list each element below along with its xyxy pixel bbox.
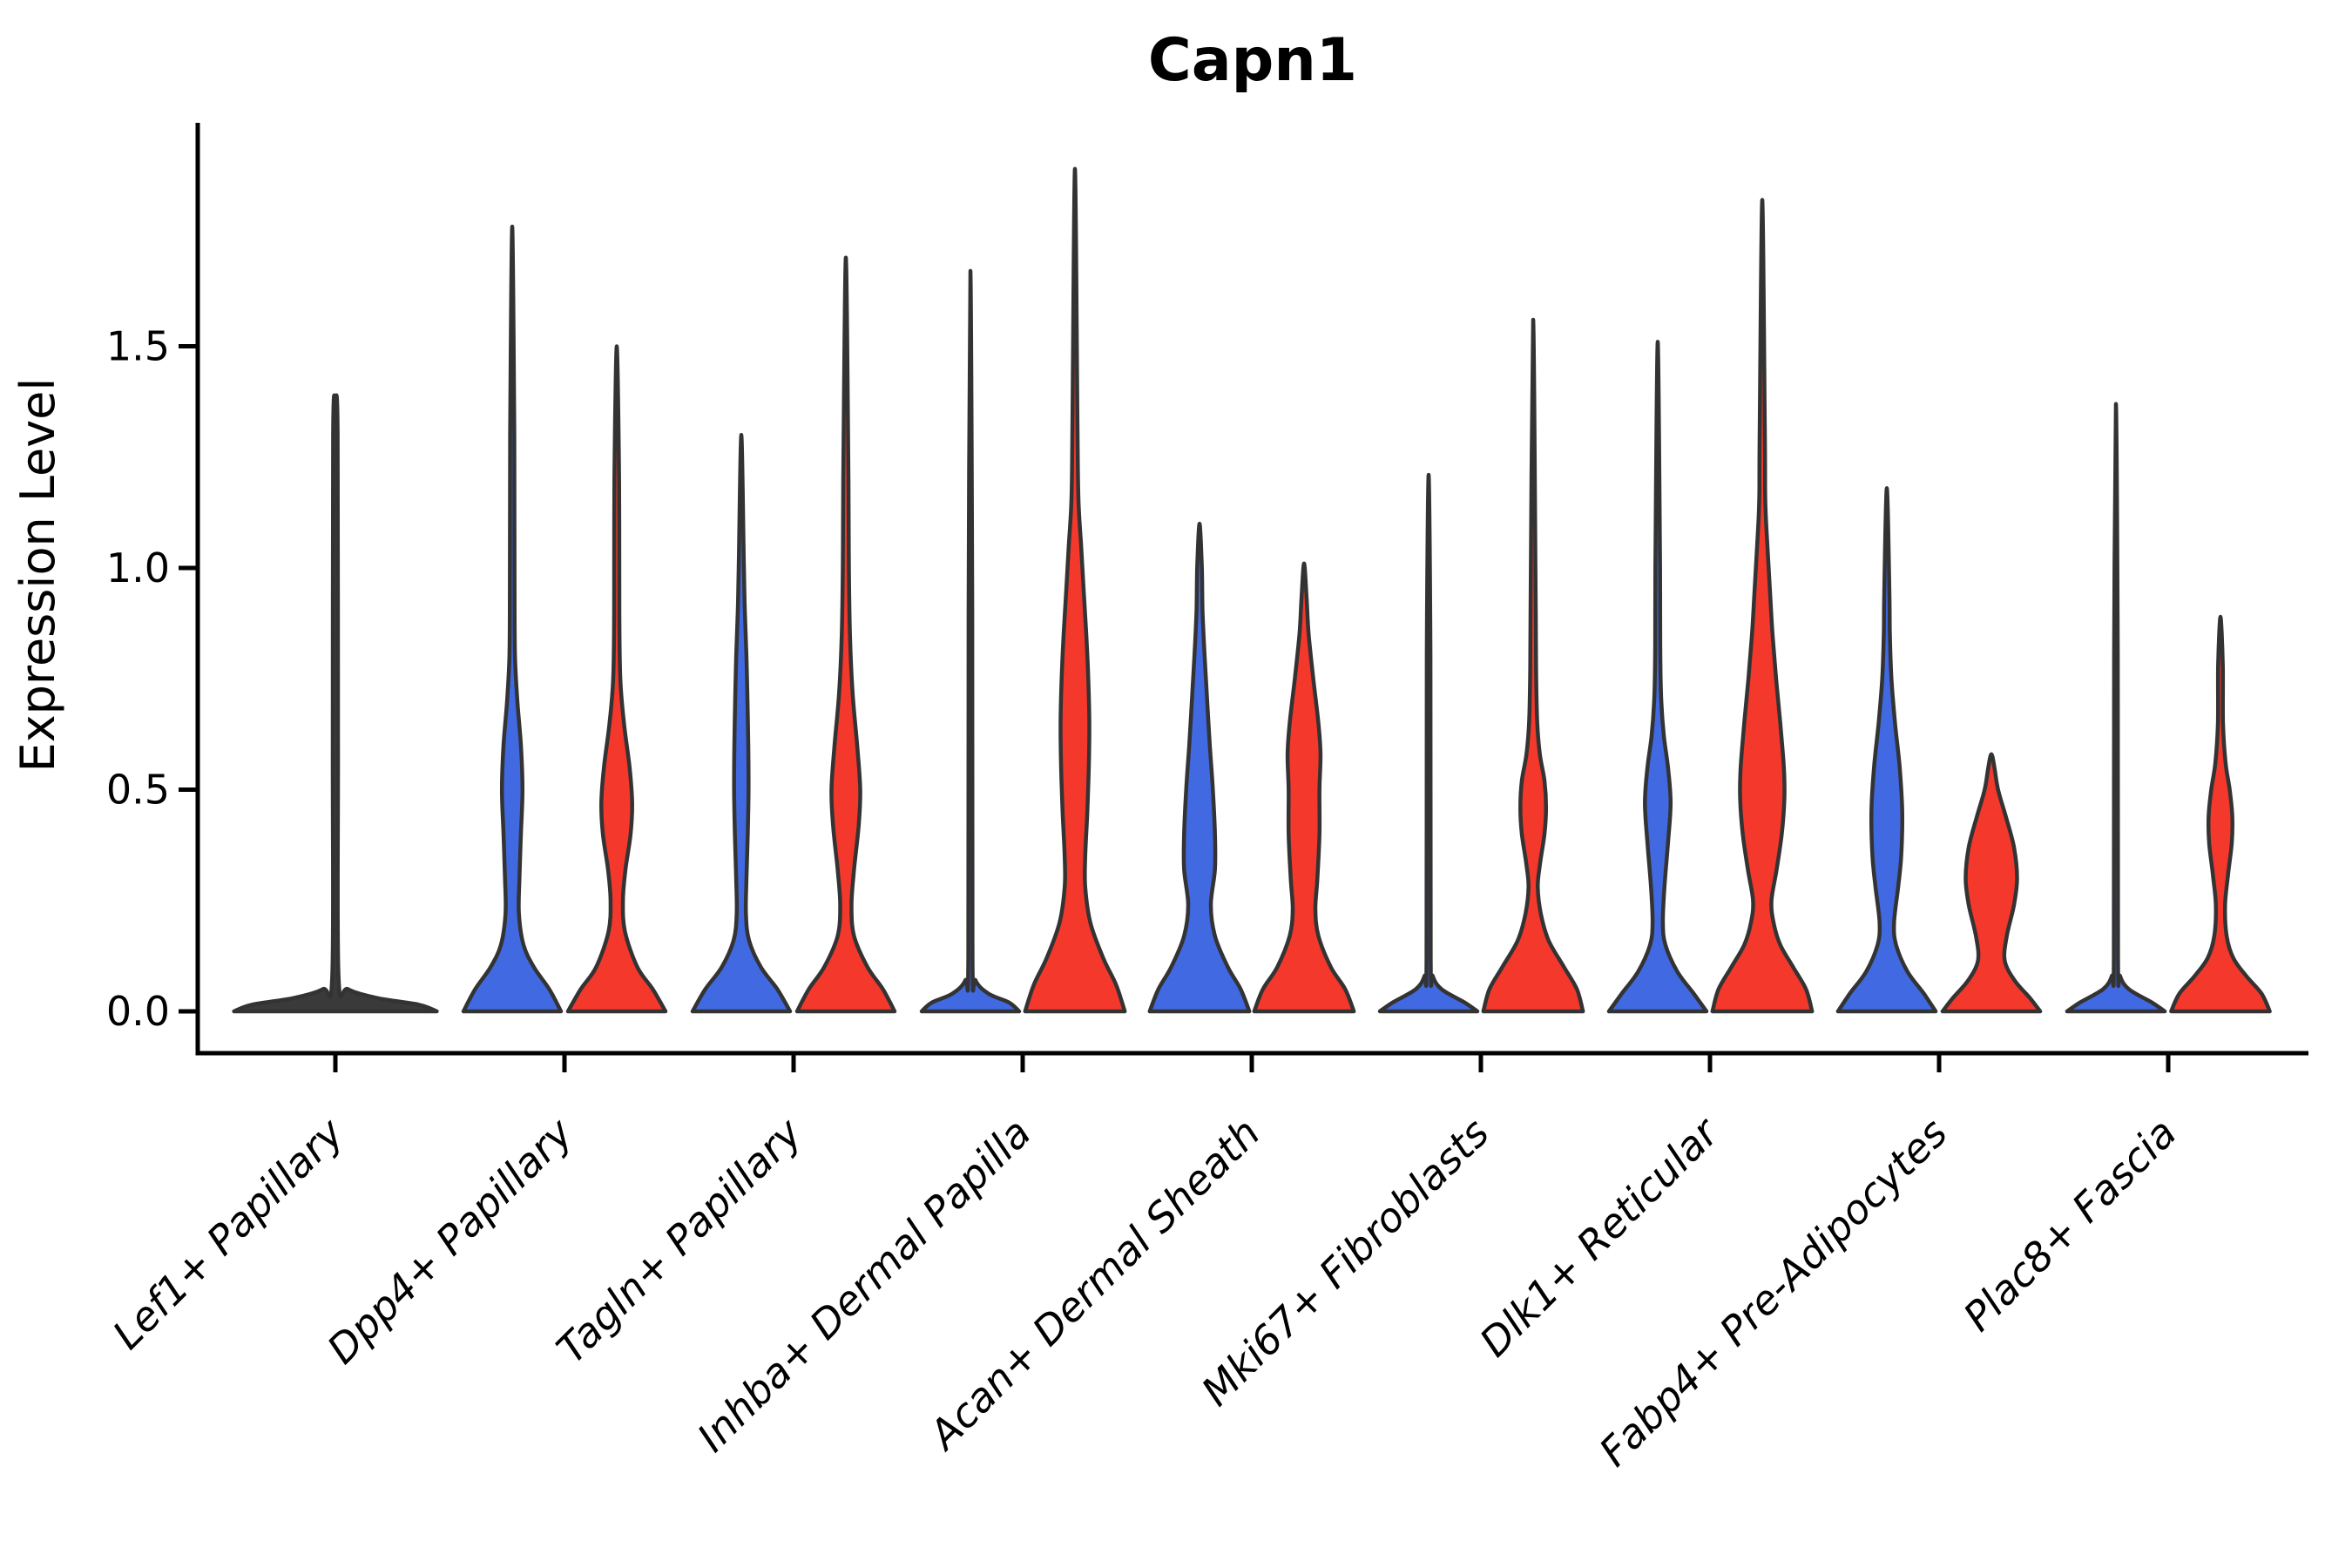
chart-title: Capn1: [1148, 26, 1357, 95]
violin-fabp4-pre-adipocytes-red: [1940, 752, 2043, 1014]
y-tick-labels: 0.0 0.5 1.0 1.5: [106, 323, 170, 1035]
y-tick-label: 0.5: [106, 767, 170, 814]
x-tick-label: Plac8+ Fascia: [1954, 1109, 2185, 1340]
x-tick-label: Dpp4+ Papillary: [318, 1109, 582, 1373]
violin-fabp4-pre-adipocytes-blue: [1835, 486, 1938, 1014]
y-tick-label: 1.0: [106, 544, 170, 591]
x-tick-label: Tagln+ Papillary: [547, 1109, 811, 1373]
y-tick-label: 0.0: [106, 988, 170, 1035]
x-tick-label: Lef1+ Papillary: [104, 1109, 353, 1358]
violin-tagln-papillary-blue: [690, 433, 793, 1014]
violin-dlk1-reticular-red: [1710, 198, 1815, 1014]
violin-plac8-fascia-blue: [2065, 402, 2167, 1014]
violin-dlk1-reticular-blue: [1606, 340, 1709, 1014]
y-axis-label: Expression Level: [10, 378, 65, 773]
y-tick-label: 1.5: [106, 323, 170, 370]
violin-lef1-papillary-single: [232, 393, 439, 1014]
violin-acan-dermal-sheath-red: [1252, 561, 1356, 1014]
violin-dpp4-papillary-blue: [461, 224, 564, 1014]
violin-mki67-fibroblasts-red: [1481, 317, 1585, 1014]
violin-plac8-fascia-red: [2169, 614, 2272, 1014]
violin-acan-dermal-sheath-blue: [1147, 521, 1252, 1014]
violin-inhba-dermal-papilla-blue: [919, 268, 1022, 1014]
violin-dpp4-papillary-red: [565, 344, 668, 1014]
axes: [179, 123, 2308, 1072]
violin-mki67-fibroblasts-blue: [1377, 472, 1480, 1014]
violin-inhba-dermal-papilla-red: [1023, 166, 1127, 1014]
x-tick-label: Dlk1+ Reticular: [1470, 1107, 1729, 1366]
violin-tagln-papillary-red: [794, 255, 897, 1014]
violin-shapes: [232, 166, 2272, 1014]
